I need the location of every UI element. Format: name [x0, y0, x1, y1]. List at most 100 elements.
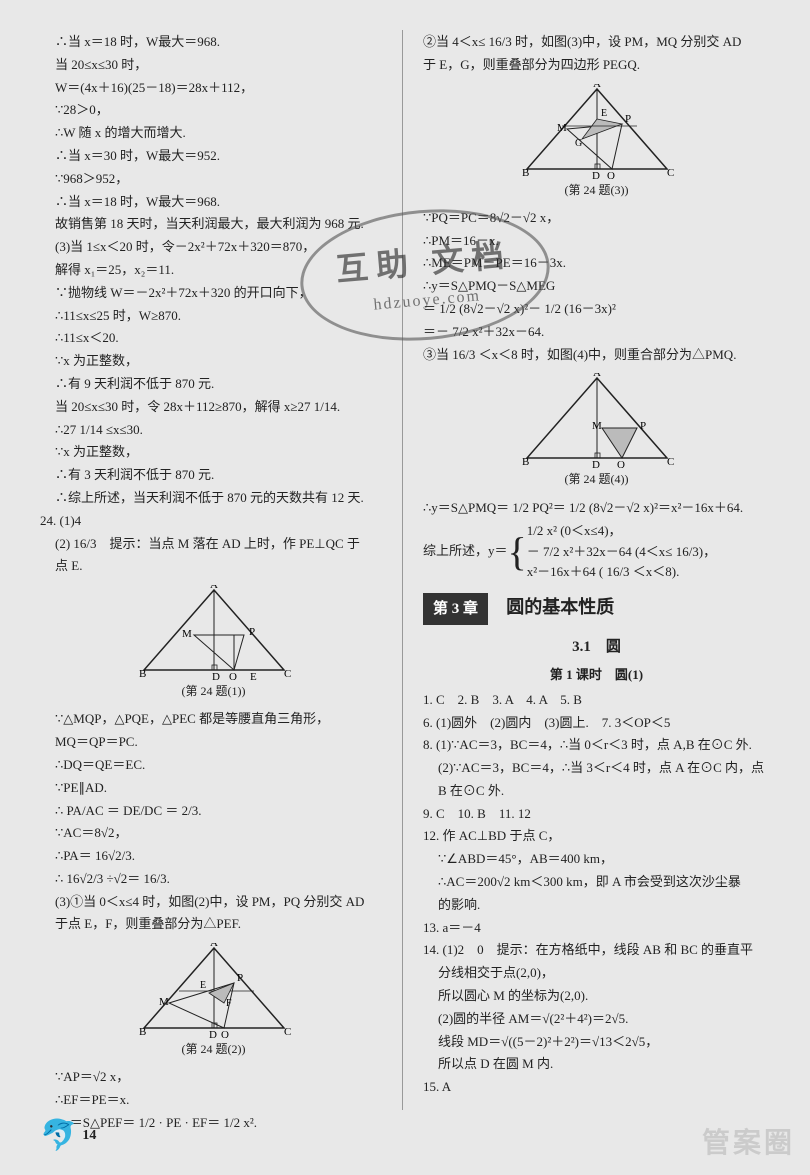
svg-text:A: A: [593, 84, 601, 90]
case-line: 1/2 x² (0＜x≤4)，: [527, 522, 716, 540]
section-title: 3.1 圆: [423, 635, 770, 659]
svg-text:A: A: [210, 585, 218, 591]
svg-text:E: E: [601, 108, 607, 119]
svg-text:D: D: [209, 1029, 217, 1038]
svg-text:M: M: [182, 628, 192, 640]
text-line: (3)①当 0＜x≤4 时，如图(2)中，设 PM，PQ 分别交 AD: [40, 892, 387, 913]
figure-caption: (第 24 题(4)): [423, 470, 770, 489]
svg-text:Q: Q: [221, 1029, 229, 1038]
text-line: ∴ME＝PM－PE＝16－3x.: [423, 253, 770, 274]
case-line: x²－16x＋64 ( 16/3 ＜x＜8).: [527, 563, 716, 581]
svg-text:P: P: [237, 972, 243, 984]
answer-line: ∵∠ABD＝45°，AB＝400 km，: [423, 849, 770, 870]
svg-text:B: B: [139, 1026, 146, 1038]
corner-watermark: 管案圈: [702, 1122, 795, 1167]
text-line: ∴EF＝PE＝x.: [40, 1090, 387, 1111]
text-line: ∴y＝S△PMQ－S△MEG: [423, 276, 770, 297]
text-line: ∵抛物线 W＝－2x²＋72x＋320 的开口向下，: [40, 283, 387, 304]
text-line: (1)4: [60, 513, 82, 528]
text-line: ∴PM＝16－x.: [423, 231, 770, 252]
subsection-title: 第 1 课时 圆(1): [423, 665, 770, 686]
text-line: ∴ 16√2/3 ÷√2＝ 16/3.: [40, 869, 387, 890]
svg-text:M: M: [159, 996, 169, 1008]
text-line: ∵28＞0，: [40, 100, 387, 121]
text-line: ∵PE∥AD.: [40, 778, 387, 799]
answer-line: 线段 MD＝√((5－2)²＋2²)＝√13＜2√5，: [423, 1032, 770, 1053]
text-line: 综上所述，y＝: [423, 541, 508, 562]
svg-text:A: A: [210, 943, 218, 949]
text-line: ②当 4＜x≤ 16/3 时，如图(3)中，设 PM，MQ 分别交 AD: [423, 32, 770, 53]
brace-cases: 1/2 x² (0＜x≤4)， － 7/2 x²＋32x－64 (4＜x≤ 16…: [527, 520, 716, 583]
answer-line: 所以点 D 在圆 M 内.: [423, 1054, 770, 1075]
svg-text:P: P: [249, 626, 255, 638]
triangle-diagram-3: A B C D M P Q E G: [507, 84, 687, 179]
figure-24-1: A B C D M P Q E (第 24 题(1)): [40, 585, 387, 701]
text-line: 当 20≤x≤30 时，令 28x＋112≥870，解得 x≥27 1/14.: [40, 397, 387, 418]
answer-line: 13. a＝－4: [423, 918, 770, 939]
text-line: ∴27 1/14 ≤x≤30.: [40, 420, 387, 441]
answer-line: (2)∵AC＝3，BC＝4，∴当 3＜r＜4 时，点 A 在⊙C 内，点: [423, 758, 770, 779]
question-number: 24. (1)4: [40, 511, 387, 532]
text-line: ∴DQ＝QE＝EC.: [40, 755, 387, 776]
right-column: ②当 4＜x≤ 16/3 时，如图(3)中，设 PM，MQ 分别交 AD 于 E…: [413, 30, 770, 1110]
svg-text:C: C: [284, 668, 291, 680]
text-line: (2) 16/3 提示：当点 M 落在 AD 上时，作 PE⊥QC 于: [40, 534, 387, 555]
text-line: MQ＝QP＝PC.: [40, 732, 387, 753]
text-line: 解得 x₁＝25，x₂＝11.: [40, 260, 387, 281]
svg-text:M: M: [592, 420, 602, 432]
answer-line: B 在⊙C 外.: [423, 781, 770, 802]
chapter-row: 第 3 章 圆的基本性质: [423, 585, 770, 629]
figure-24-4: A B C D M P Q (第 24 题(4)): [423, 373, 770, 489]
svg-text:F: F: [226, 998, 232, 1009]
answer-line: (2)圆的半径 AM＝√(2²＋4²)＝2√5.: [423, 1009, 770, 1030]
text-line: ∴当 x＝18 时，W最大＝968.: [40, 192, 387, 213]
answer-line: 9. C 10. B 11. 12: [423, 804, 770, 825]
q24-label: 24.: [40, 513, 56, 528]
text-line: ∴ PA/AC ＝ DE/DC ＝ 2/3.: [40, 801, 387, 822]
answer-line: 分线相交于点(2,0)，: [423, 963, 770, 984]
text-line: W＝(4x＋16)(25－18)＝28x＋112，: [40, 78, 387, 99]
figure-caption: (第 24 题(2)): [40, 1040, 387, 1059]
text-line: ∵968＞952，: [40, 169, 387, 190]
text-line: ∴W 随 x 的增大而增大.: [40, 123, 387, 144]
page-number: 14: [82, 1125, 96, 1147]
text-line: ∴综上所述，当天利润不低于 870 元的天数共有 12 天.: [40, 488, 387, 509]
figure-24-3: A B C D M P Q E G (第 24 题(3)): [423, 84, 770, 200]
triangle-diagram-2: A B C D M P Q E F: [124, 943, 304, 1038]
text-line: ③当 16/3 ＜x＜8 时，如图(4)中，则重合部分为△PMQ.: [423, 345, 770, 366]
svg-text:Q: Q: [617, 459, 625, 468]
text-line: ∵AP＝√2 x，: [40, 1067, 387, 1088]
svg-text:G: G: [575, 138, 582, 149]
text-line: ∵△MQP，△PQE，△PEC 都是等腰直角三角形，: [40, 709, 387, 730]
svg-text:P: P: [625, 113, 631, 125]
text-line: ∴y＝S△PMQ＝ 1/2 PQ²＝ 1/2 (8√2－√2 x)²＝x²－16…: [423, 498, 770, 519]
svg-text:Q: Q: [229, 671, 237, 680]
triangle-diagram-4: A B C D M P Q: [507, 373, 687, 468]
text-line: 故销售第 18 天时，当天利润最大，最大利润为 968 元.: [40, 214, 387, 235]
text-line: ∴11≤x＜20.: [40, 328, 387, 349]
svg-text:B: B: [139, 668, 146, 680]
answer-line: 15. A: [423, 1077, 770, 1098]
figure-caption: (第 24 题(1)): [40, 682, 387, 701]
answer-line: 6. (1)圆外 (2)圆内 (3)圆上. 7. 3＜OP＜5: [423, 713, 770, 734]
text-line: 当 20≤x≤30 时，: [40, 55, 387, 76]
text-line: ∴有 9 天利润不低于 870 元.: [40, 374, 387, 395]
chapter-title: 圆的基本性质: [506, 593, 614, 622]
text-line: 点 E.: [40, 556, 387, 577]
svg-text:B: B: [522, 167, 529, 179]
answer-line: 所以圆心 M 的坐标为(2,0).: [423, 986, 770, 1007]
text-line: ∵AC＝8√2，: [40, 823, 387, 844]
text-line: ∴当 x＝18 时，W最大＝968.: [40, 32, 387, 53]
svg-text:P: P: [640, 420, 646, 432]
text-line: ∵PQ＝PC＝8√2－√2 x，: [423, 208, 770, 229]
chapter-label: 第 3 章: [423, 593, 488, 625]
svg-text:C: C: [667, 456, 674, 468]
text-line: ∴当 x＝30 时，W最大＝952.: [40, 146, 387, 167]
svg-text:D: D: [592, 170, 600, 179]
case-line: － 7/2 x²＋32x－64 (4＜x≤ 16/3)，: [527, 543, 716, 561]
svg-text:Q: Q: [607, 170, 615, 179]
text-line: ∴PA＝ 16√2/3.: [40, 846, 387, 867]
svg-text:M: M: [557, 122, 567, 134]
answer-line: ∴AC＝200√2 km＜300 km，即 A 市会受到这次沙尘暴: [423, 872, 770, 893]
answer-line: 14. (1)2 0 提示：在方格纸中，线段 AB 和 BC 的垂直平: [423, 940, 770, 961]
